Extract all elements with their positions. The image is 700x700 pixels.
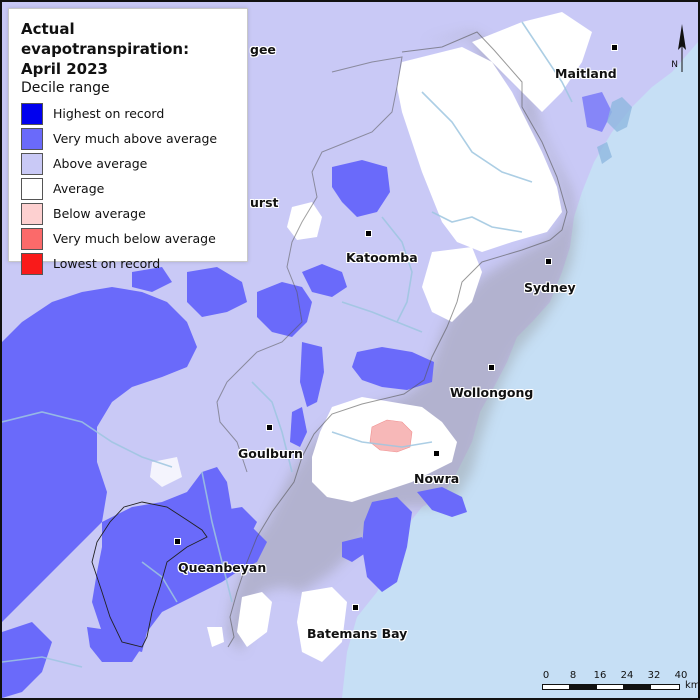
scale-bar: 0 8 16 24 32 40 km [542,670,698,694]
scale-tick-24: 24 [620,670,634,681]
scale-segment-3 [596,684,624,690]
place-label-partial-urst: urst [250,195,279,210]
scale-tick-0: 0 [542,670,550,681]
legend-swatch-very-much-above [21,127,43,150]
average-region-north [397,47,562,252]
scale-segment-5 [650,684,680,690]
legend-row-very-much-below: Very much below average [21,226,247,251]
scale-unit: km [685,680,700,691]
legend-label-very-much-below: Very much below average [53,231,216,246]
legend-swatch-average [21,177,43,200]
place-label-goulburn: Goulburn [238,446,303,461]
city-marker-katoomba [365,230,372,237]
city-marker-queanbeyan [174,538,181,545]
scale-segment-2 [569,684,597,690]
legend-label-below: Below average [53,206,146,221]
city-marker-batemans-bay [352,604,359,611]
very-much-above-west [2,287,197,622]
legend-label-above: Above average [53,156,148,171]
scale-segment-4 [623,684,651,690]
region-boundary [227,31,568,648]
place-label-partial-gee: gee [250,42,276,57]
legend-subtitle: Decile range [21,80,110,96]
legend-row-very-much-above: Very much above average [21,126,247,151]
place-label-batemans-bay: Batemans Bay [307,626,408,641]
scale-tick-8: 8 [569,670,577,681]
legend-title-line1: Actual evapotranspiration: [21,20,190,58]
north-arrow-icon [678,24,686,72]
legend-label-very-much-above: Very much above average [53,131,218,146]
scale-tick-32: 32 [647,670,661,681]
place-label-queanbeyan: Queanbeyan [178,560,267,575]
legend-label-highest: Highest on record [53,106,165,121]
north-label: N [671,60,678,70]
legend-row-highest: Highest on record [21,101,247,126]
legend: Actual evapotranspiration: April 2023 De… [8,8,248,275]
legend-row-below: Below average [21,201,247,226]
act-boundary [91,501,208,648]
scale-segment-1 [542,684,570,690]
legend-row-average: Average [21,176,247,201]
legend-label-lowest: Lowest on record [53,256,161,271]
place-label-katoomba: Katoomba [346,250,418,265]
legend-swatch-above [21,152,43,175]
legend-swatch-very-much-below [21,227,43,250]
place-label-nowra: Nowra [414,471,460,486]
city-marker-nowra [433,450,440,457]
scale-tick-16: 16 [593,670,607,681]
place-label-wollongong: Wollongong [450,385,534,400]
legend-label-average: Average [53,181,105,196]
legend-row-above: Above average [21,151,247,176]
city-marker-maitland-area [611,44,618,51]
place-label-maitland: Maitland [555,66,617,81]
legend-swatch-lowest [21,252,43,275]
city-marker-sydney [545,258,552,265]
legend-row-lowest: Lowest on record [21,251,247,276]
ocean [342,42,698,698]
legend-swatch-highest [21,102,43,125]
legend-swatch-below [21,202,43,225]
rivers [2,21,573,668]
scale-tick-40: 40 [674,670,688,681]
place-label-sydney: Sydney [524,280,576,295]
legend-title-line2: April 2023 [21,60,108,78]
city-marker-wollongong [488,364,495,371]
city-marker-goulburn [266,424,273,431]
